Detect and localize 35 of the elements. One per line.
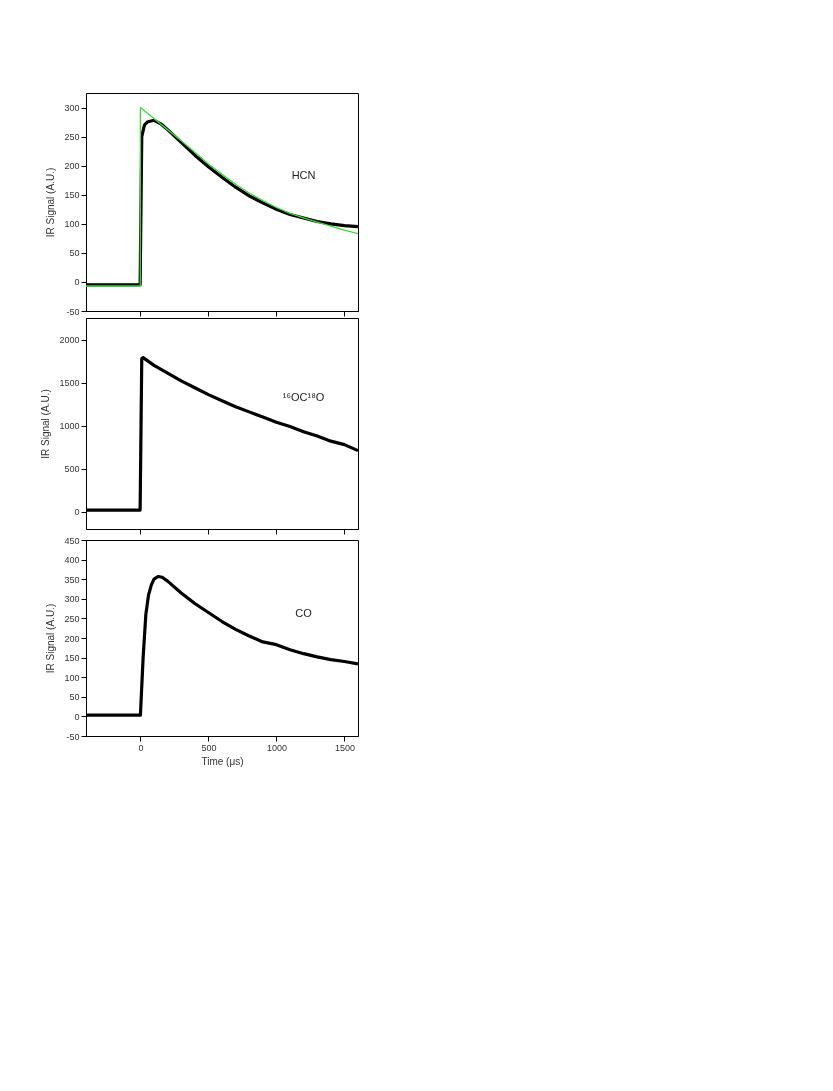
- y-tick-label: 150: [64, 190, 80, 201]
- y-tick-label: 400: [64, 555, 80, 566]
- text: CO: [295, 607, 313, 620]
- y-tick-label: 250: [64, 613, 80, 624]
- y-axis-title: IR Signal (A.U.): [45, 167, 57, 238]
- y-tick-label: -50: [66, 306, 80, 317]
- y-tick-label: 100: [64, 219, 80, 230]
- y-tick-label: 0: [74, 711, 80, 722]
- x-tick-label: 0: [138, 742, 144, 753]
- series-label: ¹⁶OC¹⁸O: [282, 391, 325, 404]
- x-tick-label: 1500: [334, 742, 355, 753]
- y-tick-label: 150: [64, 653, 80, 664]
- y-tick-label: 100: [64, 672, 80, 683]
- y-tick-label: 350: [64, 574, 80, 585]
- y-tick-label: 300: [64, 594, 80, 605]
- y-tick-label: 200: [64, 161, 80, 172]
- y-tick-label: 300: [64, 103, 80, 114]
- y-axis-title: IR Signal (A.U.): [40, 389, 52, 459]
- x-tick-label: 1000: [266, 742, 287, 753]
- y-tick-label: -50: [66, 731, 80, 742]
- x-tick-label: 500: [201, 742, 217, 753]
- x-axis-title: Time (μs): [201, 755, 244, 767]
- y-tick-label: 1000: [59, 421, 80, 432]
- text: HCN: [291, 168, 316, 181]
- y-tick-label: 0: [74, 277, 80, 288]
- y-tick-label: 50: [69, 248, 80, 259]
- y-tick-label: 1500: [59, 378, 80, 389]
- y-tick-label: 50: [69, 692, 80, 703]
- y-tick-label: 450: [64, 535, 80, 546]
- y-tick-label: 200: [64, 633, 80, 644]
- y-tick-label: 0: [74, 507, 80, 518]
- y-tick-label: 2000: [59, 335, 80, 346]
- y-tick-label: 250: [64, 132, 80, 143]
- y-axis-title: IR Signal (A.U.): [45, 603, 57, 674]
- y-tick-label: 500: [64, 464, 80, 475]
